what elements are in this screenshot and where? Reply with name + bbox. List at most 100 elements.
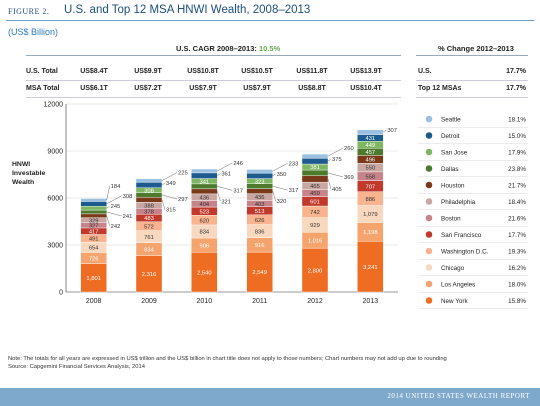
legend-swatch	[425, 198, 433, 205]
footer-text: 2014 UNITED STATES WEALTH REPORT	[387, 392, 530, 400]
legend-pct: 18.0%	[508, 281, 526, 288]
y-axis-label: Investable	[12, 170, 45, 177]
data-label: 349	[166, 181, 176, 187]
data-label: 523	[199, 209, 209, 215]
bar-segment	[357, 129, 384, 135]
bar-segment	[246, 172, 273, 179]
data-label: 405	[332, 187, 342, 193]
msa-total-2011: US$7.9T	[243, 85, 271, 92]
legend-swatch	[425, 214, 433, 222]
us-total-2009: US$9.9T	[134, 68, 162, 75]
legend-pct: 15.8%	[508, 298, 526, 305]
y-axis-label: Wealth	[12, 179, 34, 186]
bar-segment	[80, 213, 107, 218]
label-leader	[106, 185, 110, 201]
legend-pct: 17.7%	[508, 232, 526, 239]
cagr-label: U.S. CAGR 2008–2013:	[176, 44, 257, 53]
pct-change-header: % Change 2012–2013	[438, 44, 514, 53]
bar-segment	[191, 168, 218, 174]
data-label: 496	[365, 158, 375, 164]
divider	[26, 80, 401, 81]
legend-label: Los Angeles	[441, 281, 475, 288]
data-label: 2,316	[142, 272, 157, 278]
label-leader	[161, 172, 178, 181]
legend-swatch	[425, 280, 433, 288]
label-leader	[272, 173, 276, 177]
label-leader	[106, 215, 110, 226]
label-leader	[106, 211, 122, 217]
legend-swatch	[425, 297, 433, 304]
us-total-2012: US$11.8T	[296, 68, 328, 75]
data-label: 317	[289, 188, 299, 194]
legend-swatch	[425, 247, 433, 255]
data-label: 601	[310, 200, 320, 206]
x-tick-label: 2012	[307, 298, 323, 305]
data-label: 620	[199, 218, 209, 224]
label-leader	[217, 191, 221, 202]
y-tick-label: 6000	[47, 196, 63, 203]
data-label: 2,549	[252, 270, 267, 276]
label-leader	[106, 206, 110, 209]
data-label: 361	[221, 172, 231, 178]
bar-segment	[191, 172, 218, 179]
label-leader	[161, 199, 166, 210]
data-label: 886	[365, 197, 375, 203]
x-tick-label: 2008	[86, 298, 102, 305]
data-label: 260	[344, 146, 354, 152]
legend-label: Chicago	[441, 265, 465, 272]
data-label: 449	[365, 143, 375, 149]
data-label: 241	[123, 214, 133, 220]
label-leader	[161, 194, 178, 200]
legend-swatch	[425, 115, 433, 123]
x-tick-label: 2011	[252, 298, 267, 305]
data-label: 320	[277, 199, 287, 205]
data-label: 459	[310, 191, 320, 197]
data-label: 369	[344, 175, 354, 181]
legend-swatch	[425, 181, 433, 189]
bar-segment	[135, 182, 163, 188]
data-label: 308	[123, 194, 133, 200]
data-label: 834	[144, 247, 154, 253]
msa-total-2008: US$6.1T	[80, 85, 108, 92]
data-label: 513	[255, 209, 265, 215]
msa-total-2012: US$8.8T	[298, 85, 326, 92]
data-label: 2,800	[308, 268, 323, 274]
data-label: 225	[178, 171, 188, 177]
data-label: 404	[199, 202, 209, 208]
legend-label: New York	[441, 298, 468, 305]
cagr-value: 10.5%	[258, 44, 281, 53]
legend-swatch	[425, 165, 433, 172]
data-label: 297	[178, 197, 188, 203]
data-label: 707	[365, 184, 375, 190]
data-label: 491	[89, 237, 99, 243]
data-label: 417	[89, 229, 99, 235]
bar-segment	[80, 198, 107, 202]
bar-segment	[301, 153, 329, 159]
data-label: 836	[255, 229, 265, 235]
pct-us-value: 17.7%	[506, 68, 526, 75]
us-total-2011: US$10.5T	[241, 68, 273, 75]
data-label: 3,241	[363, 265, 378, 271]
data-label: 350	[277, 172, 287, 178]
bar-segment	[135, 255, 163, 293]
label-leader	[161, 182, 166, 186]
y-tick-label: 12000	[44, 102, 64, 109]
data-label: 327	[89, 224, 99, 230]
legend-pct: 17.9%	[508, 149, 526, 156]
bar-segment	[246, 251, 273, 293]
label-leader	[217, 186, 233, 191]
y-tick-label: 3000	[47, 243, 63, 250]
legend-swatch	[425, 264, 433, 271]
data-label: 381	[310, 165, 320, 171]
chart-source: Source: Capgemini Financial Services Ana…	[8, 364, 145, 370]
chart-note: Note: The totals for all years are expre…	[8, 356, 447, 362]
bar-segment	[357, 241, 384, 293]
data-label: 242	[111, 224, 121, 230]
label-leader	[327, 147, 344, 157]
data-label: 246	[233, 161, 243, 167]
data-label: 465	[310, 184, 320, 190]
data-label: 929	[310, 223, 320, 229]
legend-swatch	[425, 132, 433, 139]
chart-subtitle: (US$ Billion)	[8, 27, 59, 37]
